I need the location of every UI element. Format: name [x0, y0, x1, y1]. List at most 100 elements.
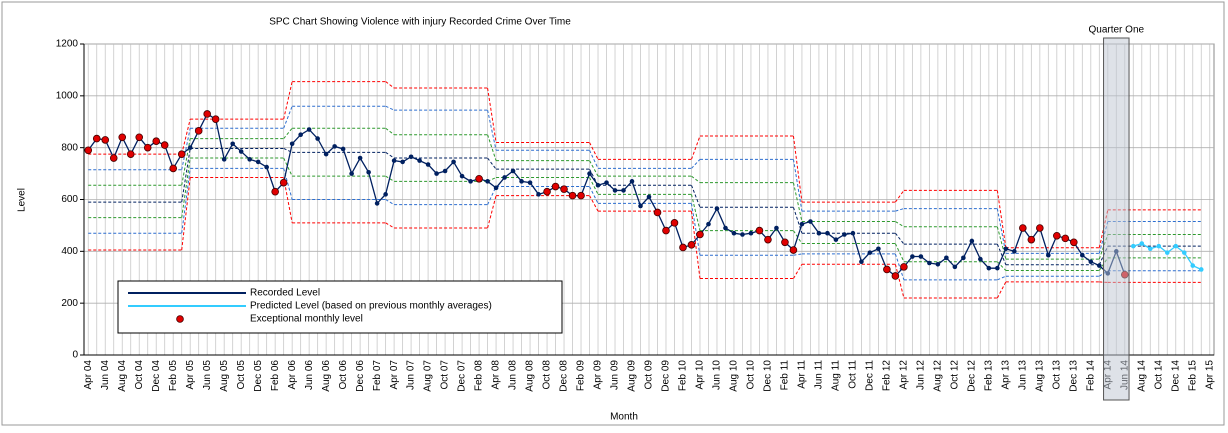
point: [527, 180, 533, 185]
control-limit-step: [589, 160, 599, 177]
point: [629, 179, 635, 184]
exception-point: [160, 141, 169, 149]
x-tick-label: Dec 10: [763, 360, 774, 392]
control-limit-step: [385, 222, 395, 229]
x-tick-label: Apr 10: [695, 360, 706, 390]
point: [366, 169, 371, 175]
x-tick-label: Jun 05: [202, 360, 213, 390]
x-tick-label: Jun 07: [406, 360, 417, 390]
point: [1046, 252, 1051, 258]
x-tick-label: Jun 11: [814, 360, 825, 390]
exception-point: [126, 150, 135, 158]
exception-point: [687, 241, 696, 249]
exception-point: [900, 263, 908, 271]
annotation-box: [1103, 37, 1130, 401]
x-tick-label: Dec 09: [661, 360, 672, 392]
chart-title: SPC Chart Showing Violence with injury R…: [269, 17, 571, 28]
x-tick-label: Aug 05: [219, 360, 230, 392]
x-tick-label: Apr 12: [899, 360, 910, 390]
x-tick-label: Feb 15: [1187, 360, 1198, 392]
control-limit-step: [996, 243, 1007, 265]
exception-point: [662, 226, 670, 235]
control-limit-step: [385, 175, 395, 182]
point: [1198, 267, 1204, 272]
x-tick-label: Oct 08: [542, 360, 553, 390]
x-axis-label: Month: [610, 412, 638, 423]
point: [408, 154, 414, 160]
control-limit-step: [894, 253, 905, 280]
control-limit-step: [487, 87, 497, 143]
control-limit-step: [589, 186, 599, 204]
exception-point: [211, 115, 220, 123]
point: [731, 230, 737, 236]
control-limit-step: [894, 243, 905, 262]
control-limit-step: [690, 194, 701, 231]
control-limit-step: [895, 221, 905, 228]
x-tick-label: Jun 08: [508, 360, 519, 390]
exception-point: [194, 127, 203, 135]
control-limit-step: [691, 185, 701, 208]
x-tick-label: Oct 04: [134, 360, 145, 390]
control-limit-step: [996, 281, 1007, 299]
point: [944, 255, 949, 261]
control-limit-step: [996, 208, 1007, 254]
exception-point: [543, 187, 551, 196]
x-tick-label: Jun 04: [100, 360, 111, 390]
point: [1164, 250, 1170, 255]
point: [1147, 246, 1153, 252]
point: [587, 171, 592, 176]
x-tick-label: Aug 14: [1136, 360, 1147, 392]
x-tick-label: Oct 14: [1153, 360, 1164, 390]
x-tick-label: Dec 06: [355, 360, 366, 392]
point: [774, 225, 779, 231]
x-tick-label: Oct 11: [848, 360, 859, 389]
point: [1156, 243, 1162, 249]
control-limit-step: [894, 232, 905, 245]
point: [706, 221, 711, 227]
point: [952, 264, 958, 270]
point: [978, 256, 983, 262]
y-tick-label: 0: [72, 350, 78, 361]
exception-point: [679, 243, 687, 252]
y-tick-label: 1200: [56, 39, 79, 50]
exception-point: [143, 143, 152, 152]
control-limit-step: [997, 275, 1007, 281]
control-limit-step: [691, 135, 701, 160]
x-tick-label: Apr 11: [797, 360, 808, 389]
point: [612, 188, 618, 193]
exception-point: [152, 137, 161, 145]
exception-point: [755, 226, 764, 235]
point: [247, 157, 252, 162]
exception-point: [118, 133, 127, 142]
exception-point: [1027, 235, 1036, 244]
control-limit-step: [283, 127, 293, 139]
point: [1080, 252, 1085, 258]
exception-point: [109, 154, 118, 162]
control-limit-step: [996, 226, 1007, 260]
point: [264, 164, 269, 170]
point: [842, 232, 847, 237]
x-tick-label: Oct 07: [440, 360, 451, 390]
x-tick-label: Aug 09: [627, 360, 638, 392]
exception-point: [1036, 224, 1044, 232]
exception-point: [764, 235, 772, 244]
x-tick-label: Dec 14: [1170, 360, 1181, 392]
exception-point: [560, 185, 568, 193]
point: [298, 132, 303, 138]
exception-point: [653, 208, 662, 217]
exception-point: [1053, 231, 1061, 240]
point: [876, 246, 881, 252]
x-tick-label: Dec 07: [457, 360, 468, 392]
control-limit-step: [589, 150, 599, 169]
x-tick-label: Oct 09: [644, 360, 655, 390]
point: [502, 175, 507, 180]
exception-point: [696, 230, 704, 239]
point: [833, 237, 839, 242]
point: [400, 159, 405, 165]
point: [468, 179, 473, 184]
exception-point: [279, 178, 288, 187]
x-tick-label: Dec 11: [865, 360, 876, 391]
control-limit-step: [283, 106, 293, 129]
point: [714, 206, 720, 211]
point: [910, 254, 915, 259]
